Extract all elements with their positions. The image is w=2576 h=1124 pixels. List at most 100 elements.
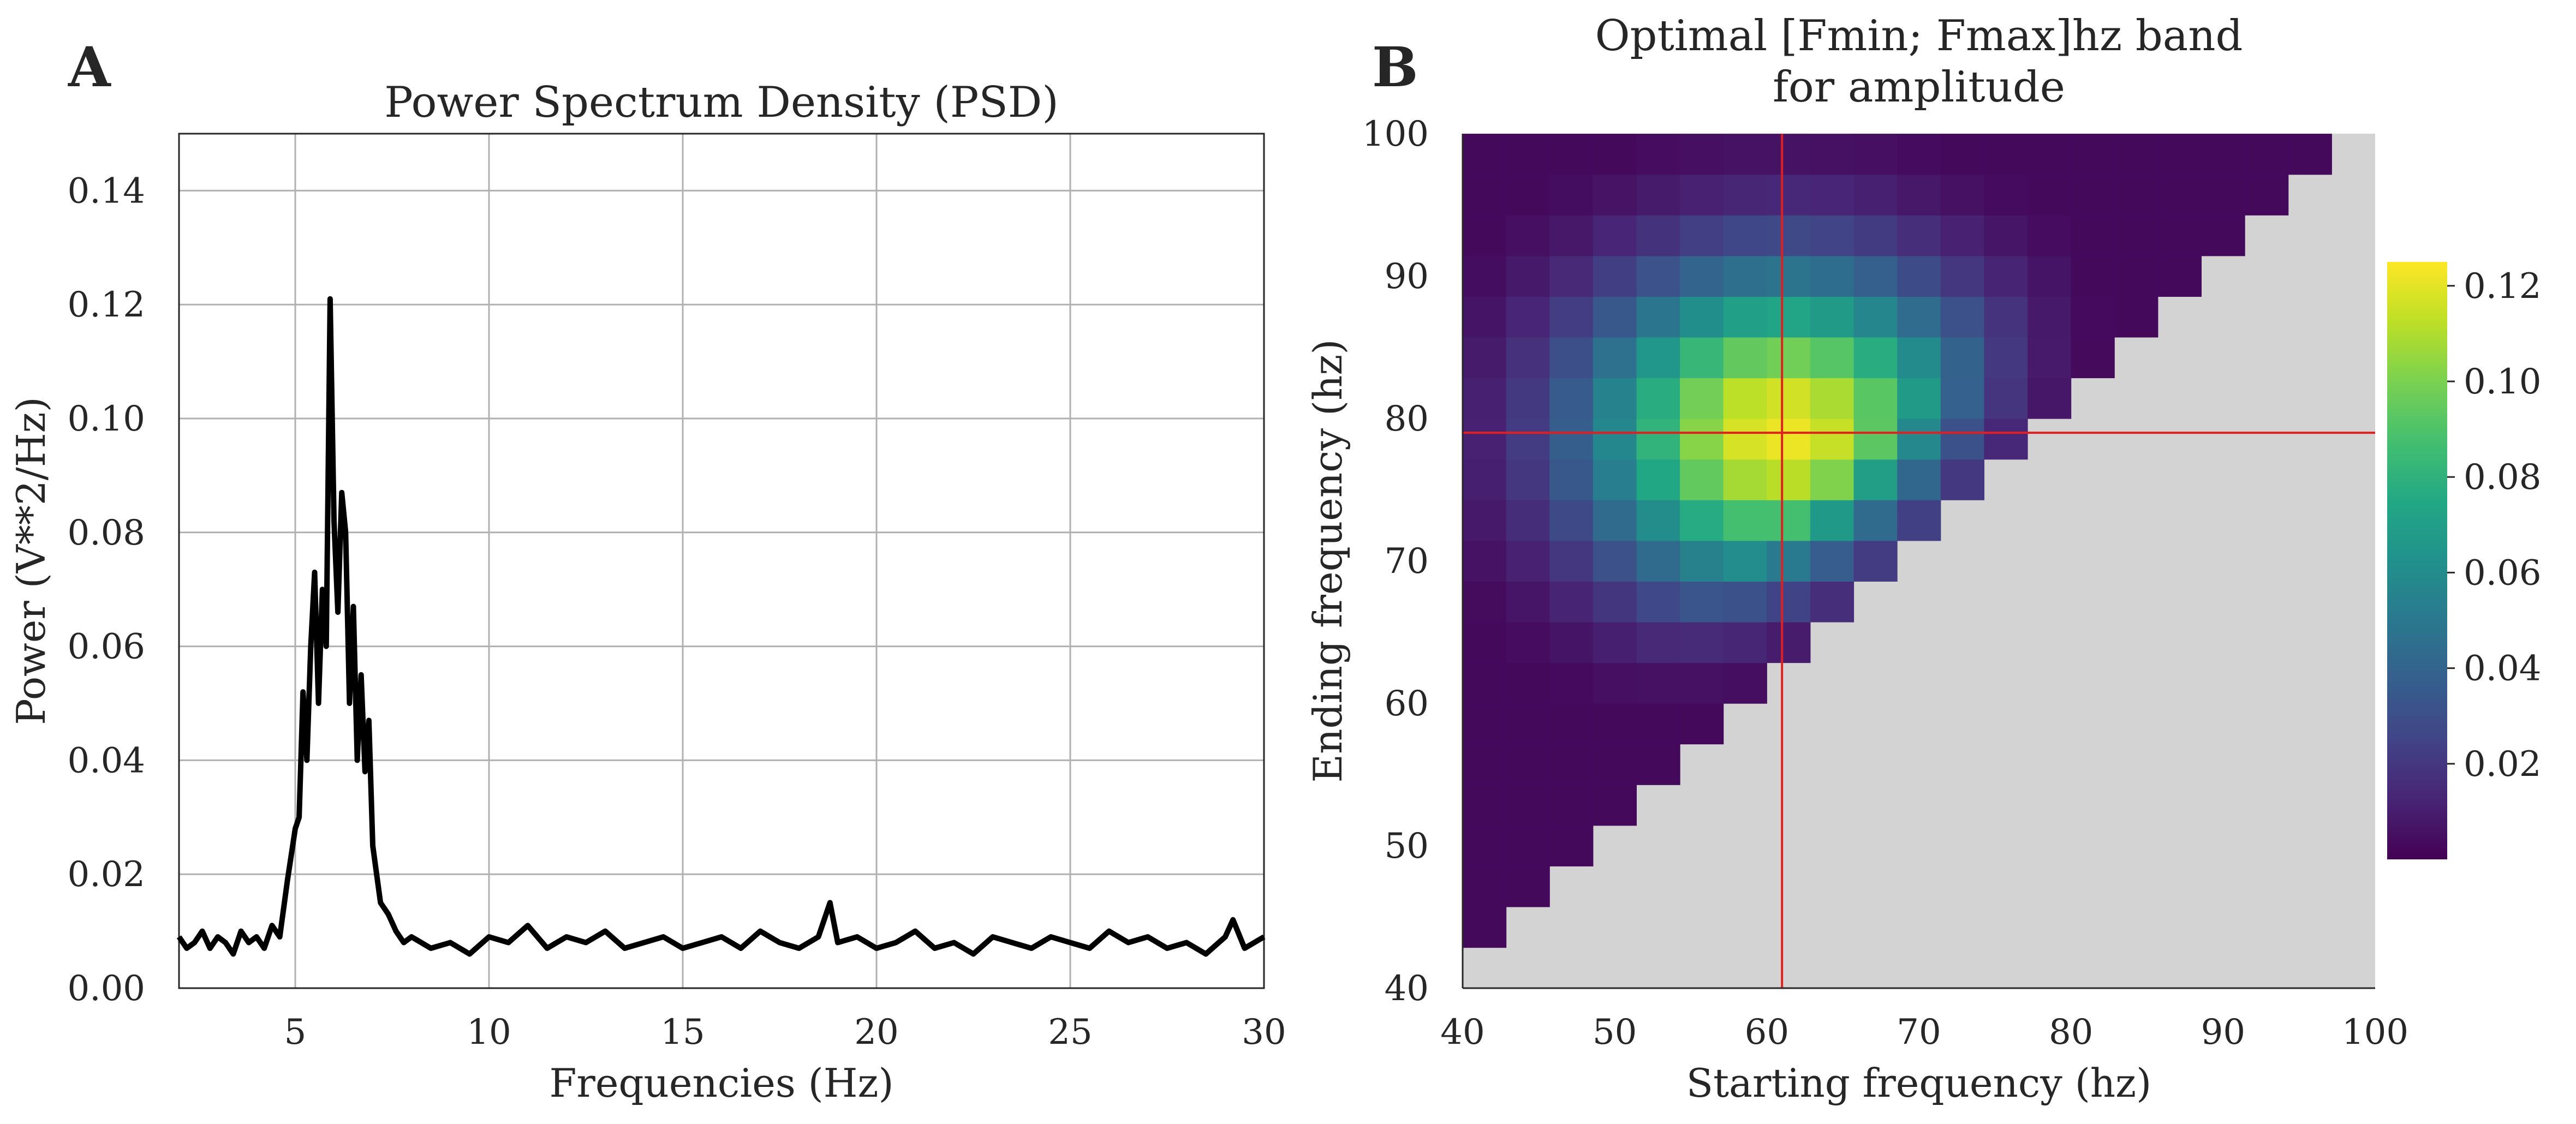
heatmap-cell bbox=[1549, 418, 1594, 460]
heatmap-cell bbox=[1940, 134, 1984, 175]
psd-y-tick-label: 0.04 bbox=[68, 740, 146, 781]
heatmap-cell bbox=[1506, 296, 1550, 338]
heatmap-x-tick-label: 90 bbox=[2201, 1012, 2245, 1053]
heatmap-cell bbox=[2028, 255, 2072, 297]
psd-x-tick-labels: 5 10 15 20 25 30 bbox=[284, 1012, 1286, 1053]
heatmap-x-tick-label: 60 bbox=[1745, 1012, 1789, 1053]
heatmap-cell bbox=[1723, 134, 1767, 175]
heatmap-cell bbox=[1636, 703, 1680, 745]
heatmap-cell bbox=[1897, 337, 1941, 379]
heatmap-cell bbox=[1593, 662, 1637, 704]
heatmap-cell bbox=[1593, 581, 1637, 623]
heatmap-cell bbox=[1853, 459, 1898, 500]
heatmap-cell bbox=[1680, 500, 1724, 541]
heatmap-cell bbox=[1636, 459, 1680, 500]
heatmap-cell bbox=[1549, 744, 1594, 785]
heatmap-cell bbox=[1549, 540, 1594, 582]
heatmap-cell bbox=[1636, 255, 1680, 297]
heatmap-cell bbox=[1767, 134, 1811, 175]
heatmap-y-tick-label: 80 bbox=[1385, 399, 1429, 439]
heatmap-cell bbox=[1940, 418, 1984, 460]
heatmap-cell bbox=[1636, 621, 1680, 663]
heatmap-cell bbox=[1897, 378, 1941, 419]
heatmap-cell bbox=[1636, 215, 1680, 256]
heatmap-cell bbox=[1940, 174, 1984, 216]
heatmap-cell bbox=[1897, 174, 1941, 216]
heatmap-cell bbox=[1940, 255, 1984, 297]
heatmap-cell bbox=[1680, 540, 1724, 582]
heatmap-cell bbox=[1984, 215, 2028, 256]
heatmap-cell bbox=[1897, 296, 1941, 338]
heatmap-cell bbox=[1549, 500, 1594, 541]
heatmap-cell bbox=[1549, 378, 1594, 419]
heatmap-cell bbox=[2157, 255, 2202, 297]
heatmap-cell bbox=[1680, 255, 1724, 297]
heatmap-cell bbox=[1810, 134, 1855, 175]
psd-series-line bbox=[176, 296, 1266, 957]
heatmap-cell bbox=[1853, 255, 1898, 297]
heatmap-cell bbox=[1549, 703, 1594, 745]
heatmap-cell bbox=[1549, 215, 1594, 256]
heatmap-cell bbox=[1853, 337, 1898, 379]
heatmap-cell bbox=[1940, 337, 1984, 379]
heatmap-cell bbox=[1897, 500, 1941, 541]
heatmap-cell bbox=[1897, 134, 1941, 175]
heatmap-cell bbox=[1680, 134, 1724, 175]
heatmap-cell bbox=[1636, 134, 1680, 175]
heatmap-cell bbox=[1723, 255, 1767, 297]
heatmap-cell bbox=[1636, 296, 1680, 338]
psd-x-tick-label: 15 bbox=[660, 1012, 705, 1053]
heatmap-cell bbox=[1767, 255, 1811, 297]
heatmap-cell bbox=[1680, 621, 1724, 663]
panel-letter-a: A bbox=[68, 35, 111, 99]
heatmap-cell bbox=[1593, 378, 1637, 419]
heatmap-cell bbox=[1984, 418, 2028, 460]
heatmap-cell bbox=[1984, 174, 2028, 216]
heatmap-cell bbox=[1506, 378, 1550, 419]
heatmap-cell bbox=[1810, 378, 1855, 419]
heatmap-cell bbox=[1767, 296, 1811, 338]
heatmap-cell bbox=[2071, 134, 2115, 175]
heatmap-cell bbox=[1853, 378, 1898, 419]
heatmap-cell bbox=[1636, 174, 1680, 216]
heatmap-cell bbox=[1723, 621, 1767, 663]
colorbar-tick-label: 0.12 bbox=[2464, 266, 2542, 307]
heatmap-cell bbox=[1463, 581, 1507, 623]
heatmap-cell bbox=[1463, 500, 1507, 541]
heatmap-cell bbox=[1636, 662, 1680, 704]
heatmap-cell bbox=[1767, 621, 1811, 663]
heatmap-y-tick-label: 50 bbox=[1385, 826, 1429, 866]
heatmap-cell bbox=[1463, 378, 1507, 419]
heatmap-cell bbox=[1636, 744, 1680, 785]
colorbar-tick-label: 0.02 bbox=[2464, 744, 2542, 785]
heatmap-cell bbox=[1593, 540, 1637, 582]
heatmap-y-tick-label: 90 bbox=[1385, 256, 1429, 297]
heatmap-cell bbox=[1593, 337, 1637, 379]
heatmap-cell bbox=[1940, 459, 1984, 500]
heatmap-cell bbox=[1506, 662, 1550, 704]
colorbar-tick-labels: 0.02 0.04 0.06 0.08 0.10 0.12 bbox=[2447, 266, 2542, 785]
heatmap-cell bbox=[1680, 581, 1724, 623]
heatmap-cell bbox=[1463, 540, 1507, 582]
heatmap-cell bbox=[2028, 134, 2072, 175]
psd-y-tick-label: 0.10 bbox=[68, 399, 146, 439]
heatmap-cell bbox=[1506, 744, 1550, 785]
heatmap-cell bbox=[2028, 296, 2072, 338]
heatmap-cell bbox=[1940, 296, 1984, 338]
heatmap-x-axis-label: Starting frequency (hz) bbox=[1686, 1060, 2151, 1106]
heatmap-cell bbox=[1463, 703, 1507, 745]
heatmap-cell bbox=[2028, 174, 2072, 216]
colorbar-tick-label: 0.10 bbox=[2464, 362, 2542, 402]
heatmap-cell bbox=[1506, 621, 1550, 663]
heatmap-x-tick-label: 50 bbox=[1593, 1012, 1637, 1053]
heatmap-x-tick-labels: 40 50 60 70 80 90 100 bbox=[1440, 1012, 2408, 1053]
heatmap-x-tick-label: 100 bbox=[2342, 1012, 2408, 1053]
heatmap-cell bbox=[2157, 215, 2202, 256]
heatmap-cell bbox=[2071, 296, 2115, 338]
heatmap-cell bbox=[2028, 378, 2072, 419]
heatmap-cell bbox=[1810, 337, 1855, 379]
heatmap-cell bbox=[2157, 174, 2202, 216]
heatmap-cell bbox=[1810, 581, 1855, 623]
heatmap-cell bbox=[1636, 418, 1680, 460]
heatmap-cell bbox=[1897, 255, 1941, 297]
